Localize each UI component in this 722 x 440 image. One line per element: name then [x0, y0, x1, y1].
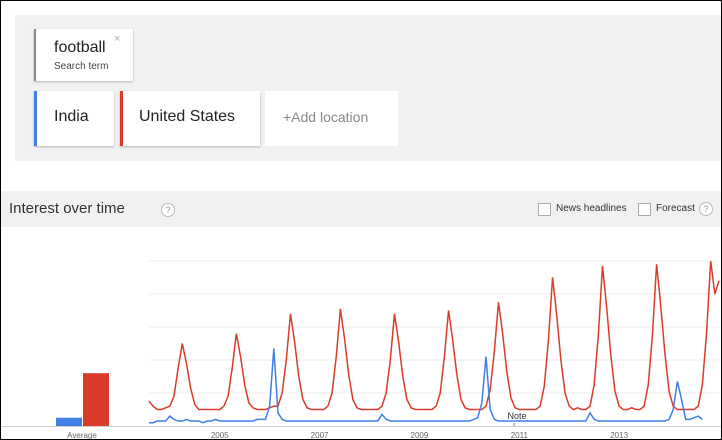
location-card[interactable]: India — [34, 91, 114, 146]
help-icon[interactable]: ? — [699, 202, 713, 216]
location-name: United States — [139, 108, 236, 125]
average-bar — [83, 373, 109, 426]
line — [148, 260, 720, 411]
x-tick-label: 2011 — [511, 431, 529, 440]
x-tick-label: 2013 — [610, 431, 628, 440]
search-term-caption: Search term — [54, 61, 109, 72]
average-bar — [56, 417, 82, 426]
section-title: Interest over time — [9, 200, 125, 217]
add-location-text: +Add location — [283, 109, 369, 125]
x-tick-label: 2009 — [411, 431, 429, 440]
x-tick-label: 2005 — [211, 431, 229, 440]
average-label: Average — [67, 431, 97, 440]
remove-term[interactable]: × — [114, 33, 121, 45]
grid — [149, 260, 719, 394]
option-label: Forecast — [656, 203, 695, 214]
checkbox[interactable] — [638, 203, 651, 216]
help-icon[interactable]: ? — [161, 203, 175, 217]
section-bar — [1, 191, 721, 227]
search-term-card[interactable]: football × Search term — [34, 29, 133, 81]
add-location[interactable]: +Add location — [265, 91, 398, 146]
line — [149, 348, 703, 424]
search-term: football — [54, 39, 106, 56]
checkbox[interactable] — [538, 203, 551, 216]
location-name: India — [54, 108, 89, 125]
x-tick-label: 2007 — [311, 431, 329, 440]
option-label: News headlines — [556, 203, 627, 214]
location-card[interactable]: United States — [120, 91, 260, 146]
annotation[interactable]: Note — [507, 411, 526, 421]
